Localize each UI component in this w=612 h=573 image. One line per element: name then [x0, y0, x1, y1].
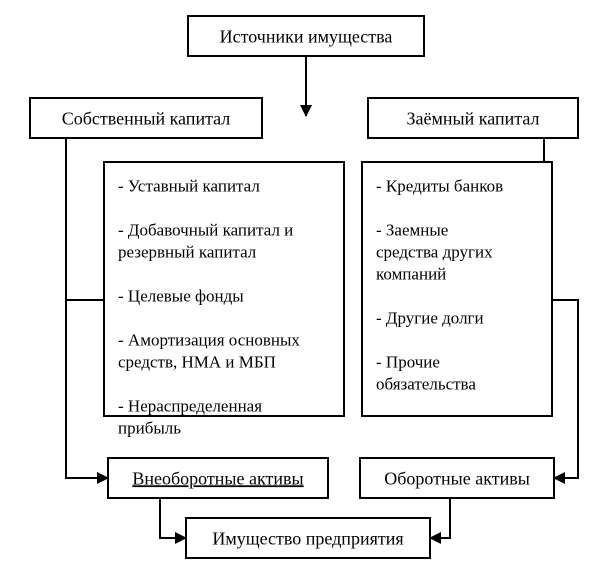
node-c_assets-label: Оборотные активы — [384, 468, 530, 488]
node-loan_cap-label: Заёмный капитал — [407, 108, 540, 128]
connector — [430, 498, 450, 538]
node-loan_cap: Заёмный капитал — [368, 98, 578, 138]
node-loan_list: - Кредиты банков - Заемныесредства други… — [362, 162, 552, 416]
connector — [66, 138, 104, 300]
node-sources: Источники имущества — [188, 16, 424, 56]
node-own_list: - Уставный капитал - Добавочный капитал … — [104, 162, 344, 437]
node-nc_assets: Внеоборотные активы — [108, 458, 328, 498]
node-c_assets: Оборотные активы — [360, 458, 554, 498]
node-own_cap-label: Собственный капитал — [62, 108, 231, 128]
node-nc_assets-label: Внеоборотные активы — [132, 468, 303, 488]
node-sources-label: Источники имущества — [220, 26, 393, 46]
connector — [66, 300, 108, 478]
flowchart-diagram: Источники имущества Собственный капитал За… — [0, 0, 612, 573]
node-property-label: Имущество предприятия — [212, 528, 403, 548]
node-property: Имущество предприятия — [186, 518, 430, 558]
connector — [552, 300, 578, 478]
node-own_cap: Собственный капитал — [30, 98, 262, 138]
connector — [160, 498, 186, 538]
